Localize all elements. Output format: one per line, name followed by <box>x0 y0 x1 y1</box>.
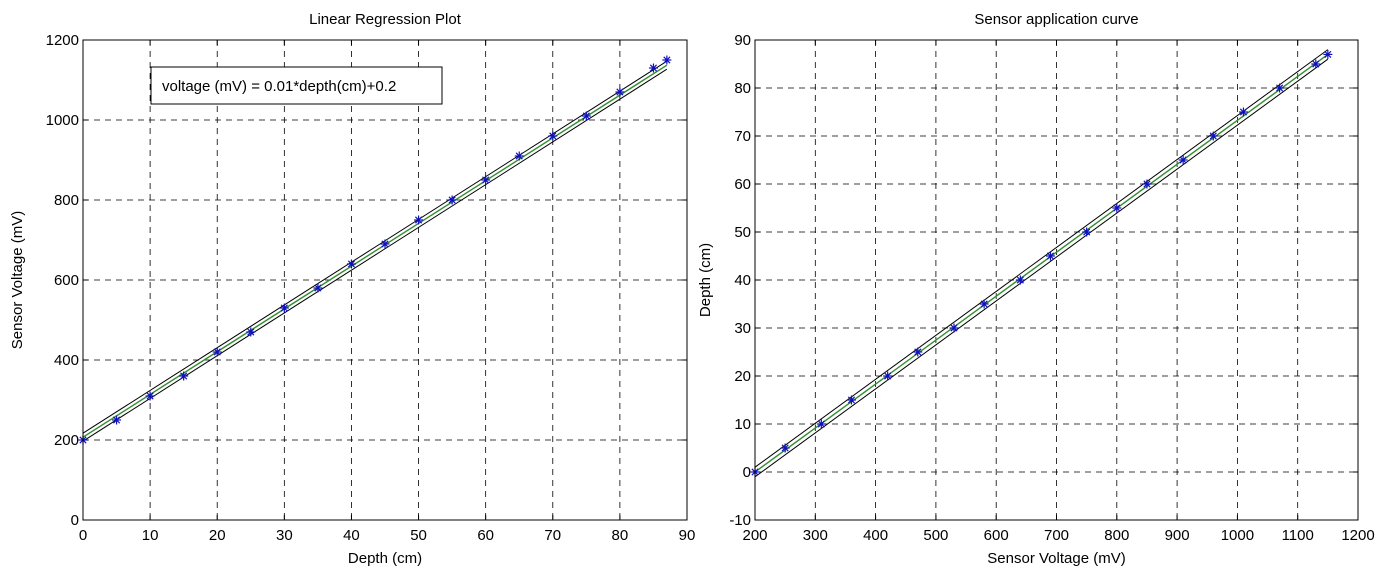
axes-frame <box>754 39 1359 521</box>
annotation-box <box>150 66 443 105</box>
x-tick-label: 700 <box>1044 527 1069 544</box>
fit-lower-line <box>754 58 1329 478</box>
fit-upper-line <box>754 49 1329 468</box>
data-point-marker <box>414 215 424 225</box>
y-tick-label: 1200 <box>46 32 79 49</box>
data-point-marker <box>662 55 672 65</box>
y-tick-label: 10 <box>734 416 751 433</box>
data-point-marker <box>846 395 856 405</box>
data-point-marker <box>1178 155 1188 165</box>
data-point-marker <box>246 327 256 337</box>
y-tick-label: 20 <box>734 368 751 385</box>
chart-linear-regression: 0 10 20 30 40 50 60 70 80 90 0 200 400 600 800 1000 1200… <box>9 11 695 567</box>
chart-title: Linear Regression Plot <box>309 11 462 28</box>
y-tick-label: 600 <box>54 272 79 289</box>
y-tick-label: 40 <box>734 272 751 289</box>
data-point-marker <box>1112 203 1122 213</box>
x-tick-label: 1100 <box>1282 527 1314 544</box>
data-point-marker <box>380 239 390 249</box>
y-axis-label: Depth (cm) <box>697 243 714 317</box>
data-point-marker <box>447 195 457 205</box>
data-point-marker <box>1275 83 1285 93</box>
data-point-marker <box>279 303 289 313</box>
data-point-marker <box>1208 131 1218 141</box>
data-point-marker <box>883 371 893 381</box>
x-tick-label: 40 <box>343 527 360 544</box>
x-tick-label: 0 <box>79 527 87 544</box>
x-tick-label: 800 <box>1104 527 1129 544</box>
data-point-marker <box>112 415 122 425</box>
x-tick-label: 1000 <box>1221 527 1254 544</box>
x-tick-label: 30 <box>276 527 293 544</box>
y-tick-label: 90 <box>734 32 751 49</box>
data-point-marker <box>615 87 625 97</box>
x-tick-label: 60 <box>477 527 494 544</box>
y-tick-label: 30 <box>734 320 751 337</box>
y-axis-label: Sensor Voltage (mV) <box>9 211 26 349</box>
data-point-marker <box>913 347 923 357</box>
x-tick-label: 500 <box>923 527 948 544</box>
data-point-marker <box>816 419 826 429</box>
y-tick-label: 800 <box>54 192 79 209</box>
y-tick-label: 0 <box>71 512 79 529</box>
equation-annotation-box: voltage (mV) = 0.01*depth(cm)+0.2 <box>150 66 443 105</box>
x-tick-label: 80 <box>612 527 629 544</box>
data-point-marker <box>648 63 658 73</box>
equation-annotation: voltage (mV) = 0.01*depth(cm)+0.2 <box>162 78 396 95</box>
data-point-marker <box>581 111 591 121</box>
data-point-marker <box>481 175 491 185</box>
data-point-marker <box>1311 59 1321 69</box>
axes-frame <box>82 39 688 521</box>
y-tick-label: 50 <box>734 224 751 241</box>
fit-lower-line <box>82 68 668 442</box>
y-tick-label: -10 <box>729 512 751 529</box>
y-tick-label: 400 <box>54 352 79 369</box>
data-point-marker <box>1082 227 1092 237</box>
y-tick-label: 70 <box>734 128 751 145</box>
data-point-marker <box>212 347 222 357</box>
x-axis-label: Depth (cm) <box>348 550 422 567</box>
x-tick-label: 70 <box>544 527 561 544</box>
x-tick-label: 50 <box>410 527 427 544</box>
data-point-marker <box>1323 49 1333 59</box>
x-tick-label: 200 <box>742 527 767 544</box>
fit-center-line <box>82 64 668 438</box>
x-tick-label: 600 <box>984 527 1009 544</box>
data-point-marker <box>1142 179 1152 189</box>
x-tick-label: 90 <box>679 527 696 544</box>
data-point-marker <box>1045 251 1055 261</box>
x-axis-label: Sensor Voltage (mV) <box>987 550 1125 567</box>
fit-upper-line <box>82 60 668 434</box>
chart-sensor-application-curve: 200 300 400 500 600 700 800 900 1000 1100 1200 -10 0… <box>697 11 1375 567</box>
data-point-marker <box>313 283 323 293</box>
x-tick-label: 1200 <box>1341 527 1374 544</box>
x-tick-label: 300 <box>803 527 828 544</box>
data-point-marker <box>346 259 356 269</box>
x-tick-label: 20 <box>209 527 226 544</box>
y-tick-label: 60 <box>734 176 751 193</box>
y-tick-label: 80 <box>734 80 751 97</box>
data-point-marker <box>179 371 189 381</box>
x-tick-label: 400 <box>863 527 888 544</box>
y-tick-label: 0 <box>743 464 751 481</box>
data-point-marker <box>780 443 790 453</box>
data-point-marker <box>145 391 155 401</box>
x-tick-label: 900 <box>1165 527 1190 544</box>
data-point-marker <box>949 323 959 333</box>
x-tick-label: 10 <box>142 527 159 544</box>
data-point-marker <box>548 131 558 141</box>
fit-center-line <box>754 53 1329 473</box>
data-point-marker <box>514 151 524 161</box>
y-tick-label: 1000 <box>46 112 79 129</box>
data-point-marker <box>1015 275 1025 285</box>
y-tick-label: 200 <box>54 432 79 449</box>
data-point-marker <box>979 299 989 309</box>
data-point-marker <box>1238 107 1248 117</box>
chart-title: Sensor application curve <box>974 11 1138 28</box>
